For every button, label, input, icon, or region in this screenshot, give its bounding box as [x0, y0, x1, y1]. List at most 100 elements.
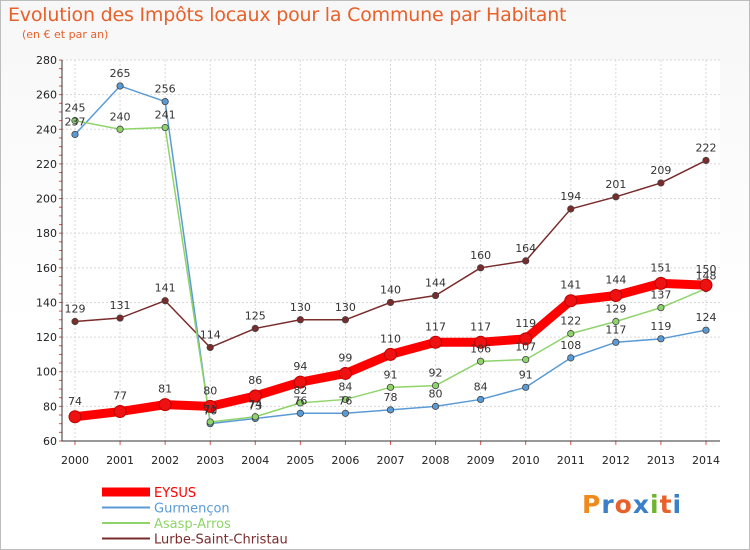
data-label: 119 — [650, 320, 671, 333]
data-label: 81 — [158, 383, 172, 396]
logo-letter: x — [632, 490, 650, 519]
x-tick-label: 2014 — [692, 454, 720, 467]
logo-letter: i — [672, 490, 683, 519]
x-tick-label: 2003 — [196, 454, 224, 467]
data-label: 209 — [650, 164, 671, 177]
data-point — [564, 294, 578, 308]
data-point — [612, 338, 620, 346]
data-label: 150 — [695, 263, 716, 276]
data-point — [296, 399, 304, 407]
data-label: 241 — [155, 109, 176, 122]
data-point — [338, 366, 352, 380]
data-label: 71 — [203, 403, 217, 416]
data-point — [113, 405, 127, 419]
x-tick-label: 2012 — [602, 454, 630, 467]
data-label: 124 — [695, 311, 716, 324]
data-point — [702, 326, 710, 334]
data-label: 117 — [605, 323, 626, 336]
data-point — [296, 316, 304, 324]
data-point — [158, 398, 172, 412]
data-point — [251, 413, 259, 421]
data-label: 151 — [650, 261, 671, 274]
data-point — [431, 291, 440, 300]
data-point — [477, 264, 485, 272]
data-label: 137 — [650, 289, 671, 302]
data-point — [341, 316, 350, 324]
logo-letter: o — [614, 490, 633, 519]
legend-label: EYSUS — [154, 486, 196, 501]
y-tick-label: 160 — [36, 262, 57, 275]
data-label: 160 — [470, 249, 491, 262]
data-label: 222 — [695, 141, 716, 154]
data-point — [522, 257, 530, 265]
data-label: 73 — [248, 399, 262, 412]
data-point — [429, 335, 443, 349]
data-point — [386, 383, 395, 391]
y-tick-label: 100 — [36, 366, 57, 379]
data-point — [567, 205, 575, 213]
data-label: 130 — [335, 301, 356, 314]
data-point — [474, 335, 488, 349]
chart-subtitle: (en € et par an) — [22, 28, 109, 41]
data-point — [203, 399, 217, 413]
data-label: 76 — [338, 394, 352, 407]
data-label: 245 — [65, 102, 86, 115]
x-tick-label: 2006 — [331, 454, 359, 467]
legend-label: Lurbe-Saint-Christau — [154, 533, 288, 548]
data-label: 164 — [515, 242, 536, 255]
data-label: 77 — [113, 390, 127, 403]
data-label: 256 — [155, 83, 176, 96]
data-label: 106 — [470, 342, 491, 355]
data-label: 74 — [68, 395, 82, 408]
x-tick-label: 2008 — [422, 454, 450, 467]
data-point — [68, 410, 82, 424]
data-point — [206, 343, 214, 352]
data-point — [431, 402, 440, 410]
data-point — [612, 317, 620, 326]
proxiti-logo: Proxiti — [582, 490, 682, 519]
y-tick-label: 240 — [36, 123, 57, 136]
data-label: 76 — [293, 394, 307, 407]
y-tick-label: 60 — [43, 435, 57, 448]
data-label: 86 — [248, 374, 262, 387]
data-point — [161, 123, 169, 132]
y-tick-label: 180 — [36, 227, 57, 240]
data-point — [293, 375, 307, 389]
y-tick-label: 220 — [36, 158, 57, 171]
data-point — [567, 330, 575, 338]
data-point — [248, 389, 262, 403]
data-point — [522, 356, 530, 364]
y-tick-label: 80 — [43, 400, 57, 413]
data-point — [71, 130, 79, 139]
data-label: 108 — [560, 339, 581, 352]
data-label: 84 — [338, 380, 352, 393]
x-tick-label: 2000 — [61, 454, 89, 467]
data-label: 129 — [605, 303, 626, 316]
data-label: 74 — [248, 398, 262, 411]
data-point — [567, 354, 575, 362]
data-label: 82 — [293, 384, 307, 397]
logo-letter: i — [650, 490, 660, 519]
x-tick-label: 2007 — [376, 454, 404, 467]
y-tick-label: 200 — [36, 193, 57, 206]
data-label: 237 — [65, 115, 86, 128]
x-tick-label: 2010 — [512, 454, 540, 467]
x-tick-label: 2009 — [467, 454, 495, 467]
data-point — [522, 383, 530, 391]
data-label: 91 — [519, 368, 533, 381]
data-point — [383, 347, 397, 361]
data-point — [341, 409, 350, 417]
data-point — [657, 304, 665, 312]
data-point — [519, 332, 533, 346]
y-tick-label: 260 — [36, 89, 57, 102]
data-point — [161, 297, 169, 305]
data-point — [251, 324, 259, 333]
y-tick-label: 280 — [36, 54, 57, 67]
data-label: 141 — [155, 282, 176, 295]
data-label: 114 — [200, 328, 221, 341]
data-label: 148 — [695, 270, 716, 283]
data-label: 122 — [560, 315, 581, 328]
x-tick-label: 2002 — [151, 454, 179, 467]
data-label: 117 — [470, 320, 491, 333]
